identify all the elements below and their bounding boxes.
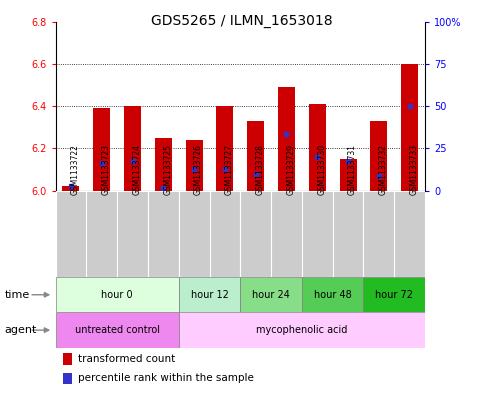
Text: GDS5265 / ILMN_1653018: GDS5265 / ILMN_1653018 — [151, 14, 332, 28]
Text: transformed count: transformed count — [78, 354, 175, 364]
Bar — [63, 353, 72, 365]
Bar — [179, 277, 240, 312]
Text: untreated control: untreated control — [75, 325, 159, 335]
Text: GSM1133729: GSM1133729 — [286, 144, 296, 195]
Bar — [185, 140, 202, 191]
Text: GSM1133723: GSM1133723 — [102, 144, 111, 195]
Bar — [302, 277, 364, 312]
Bar — [56, 191, 86, 277]
Text: GSM1133728: GSM1133728 — [256, 144, 265, 195]
Bar — [364, 191, 394, 277]
Bar — [56, 277, 179, 312]
Text: agent: agent — [5, 325, 37, 335]
Bar — [271, 191, 302, 277]
Bar — [240, 191, 271, 277]
Text: GSM1133730: GSM1133730 — [317, 144, 327, 195]
Bar — [62, 186, 79, 191]
Text: GSM1133732: GSM1133732 — [379, 144, 388, 195]
Bar — [179, 312, 425, 348]
Bar — [333, 191, 364, 277]
Bar — [370, 121, 387, 191]
Text: hour 0: hour 0 — [101, 290, 133, 300]
Bar — [216, 106, 233, 191]
Bar — [401, 64, 418, 191]
Bar — [210, 191, 240, 277]
Text: mycophenolic acid: mycophenolic acid — [256, 325, 348, 335]
Bar — [340, 159, 356, 191]
Text: GSM1133726: GSM1133726 — [194, 144, 203, 195]
Bar — [364, 277, 425, 312]
Bar — [56, 312, 179, 348]
Bar — [241, 277, 302, 312]
Text: time: time — [5, 290, 30, 300]
Bar — [394, 191, 425, 277]
Bar — [309, 104, 326, 191]
Bar — [278, 87, 295, 191]
Bar — [155, 138, 172, 191]
Text: hour 48: hour 48 — [314, 290, 352, 300]
Text: hour 12: hour 12 — [191, 290, 228, 300]
Text: GSM1133724: GSM1133724 — [132, 144, 142, 195]
Text: GSM1133725: GSM1133725 — [163, 144, 172, 195]
Text: GSM1133731: GSM1133731 — [348, 144, 357, 195]
Bar — [63, 373, 72, 384]
Text: GSM1133733: GSM1133733 — [410, 144, 419, 195]
Text: hour 24: hour 24 — [252, 290, 290, 300]
Bar — [247, 121, 264, 191]
Bar — [302, 191, 333, 277]
Bar — [124, 106, 141, 191]
Bar — [117, 191, 148, 277]
Bar — [179, 191, 210, 277]
Text: percentile rank within the sample: percentile rank within the sample — [78, 373, 254, 384]
Bar — [148, 191, 179, 277]
Text: hour 72: hour 72 — [375, 290, 413, 300]
Bar — [86, 191, 117, 277]
Text: GSM1133722: GSM1133722 — [71, 144, 80, 195]
Text: GSM1133727: GSM1133727 — [225, 144, 234, 195]
Bar — [93, 108, 110, 191]
